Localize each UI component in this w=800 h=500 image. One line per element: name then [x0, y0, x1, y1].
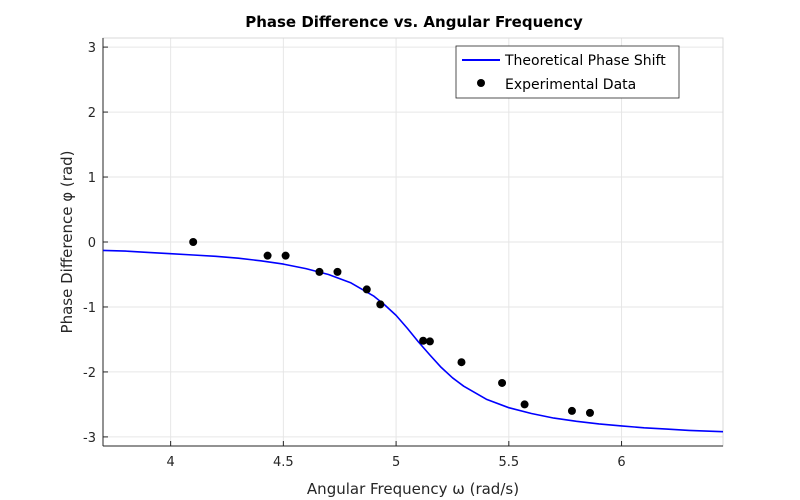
y-tick-label: 0: [88, 236, 96, 251]
legend-label-theoretical: Theoretical Phase Shift: [504, 53, 666, 69]
legend-marker-swatch: [477, 79, 485, 87]
experimental-data-point: [457, 358, 466, 367]
y-tick-label: -3: [83, 431, 96, 446]
experimental-data-point: [376, 300, 385, 309]
y-tick-label: 2: [88, 106, 96, 121]
experimental-data-point: [419, 336, 428, 345]
y-tick-label: -1: [83, 301, 96, 316]
x-axis-title: Angular Frequency ω (rad/s): [307, 480, 519, 498]
chart-title: Phase Difference vs. Angular Frequency: [245, 13, 583, 31]
x-tick-label: 4.5: [273, 455, 294, 470]
legend: Theoretical Phase Shift Experimental Dat…: [455, 45, 680, 99]
ticks: 4 4.5 5 5.5 6 -3 -2 -1 0 1 2 3: [83, 41, 626, 470]
x-tick-label: 5: [392, 455, 400, 470]
y-tick-label: -2: [83, 366, 96, 381]
x-tick-label: 6: [617, 455, 625, 470]
x-tick-label: 5.5: [498, 455, 519, 470]
experimental-data-point: [315, 267, 324, 276]
legend-label-experimental: Experimental Data: [505, 77, 636, 93]
experimental-data-point: [333, 267, 342, 276]
experimental-data-point: [263, 251, 272, 260]
x-tick-label: 4: [166, 455, 174, 470]
experimental-data-point: [567, 406, 576, 415]
experimental-data-point: [281, 251, 290, 260]
y-axis-title: Phase Difference φ (rad): [58, 151, 76, 334]
grid: [103, 38, 723, 446]
theoretical-phase-line: [102, 249, 724, 433]
experimental-data-point: [585, 408, 594, 417]
experimental-data-point: [520, 400, 529, 409]
y-tick-label: 3: [88, 41, 96, 56]
experimental-data-point: [498, 378, 507, 387]
y-tick-label: 1: [88, 171, 96, 186]
experimental-data-point: [362, 285, 371, 294]
experimental-data-point: [425, 337, 434, 346]
legend-box: [455, 45, 680, 99]
series: [102, 238, 724, 433]
experimental-data-point: [189, 238, 198, 246]
